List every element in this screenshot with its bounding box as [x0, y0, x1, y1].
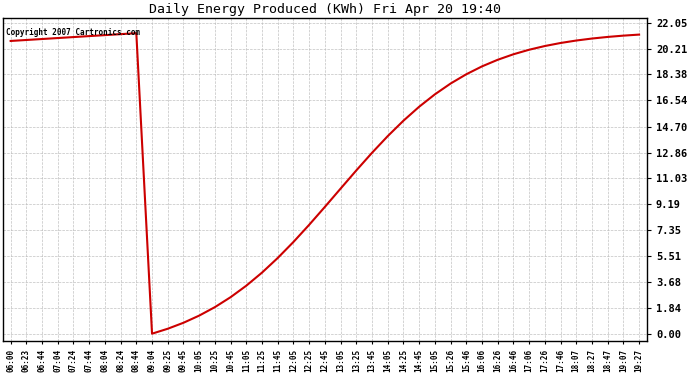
Title: Daily Energy Produced (KWh) Fri Apr 20 19:40: Daily Energy Produced (KWh) Fri Apr 20 1…: [149, 3, 501, 16]
Text: Copyright 2007 Cartronics.com: Copyright 2007 Cartronics.com: [6, 28, 140, 37]
